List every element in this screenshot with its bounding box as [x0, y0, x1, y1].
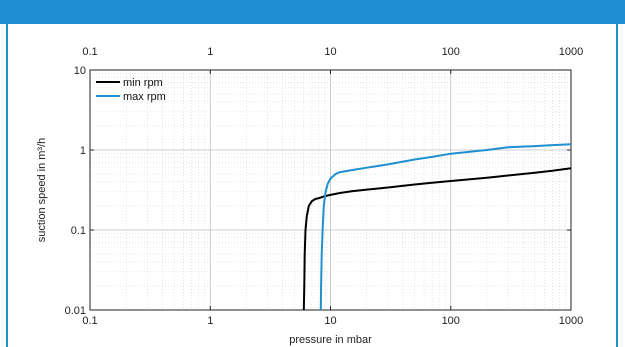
- x-tick-label: 0.1: [82, 315, 97, 327]
- legend-label: min rpm: [123, 77, 163, 89]
- x-axis-label: pressure in mbar: [289, 334, 372, 346]
- content-frame: [6, 24, 618, 347]
- legend: min rpm max rpm: [96, 77, 166, 103]
- y-tick-label: 1: [80, 145, 86, 157]
- x-tick-label: 100: [442, 315, 460, 327]
- header-bar: [0, 0, 625, 24]
- y-tick-label: 0.01: [65, 305, 86, 317]
- x-tick-label-top: 0.1: [82, 46, 97, 58]
- y-tick-label: 0.1: [71, 225, 86, 237]
- y-axis-label: suction speed in m³/h: [36, 138, 48, 243]
- x-tick-label-top: 1000: [559, 46, 583, 58]
- series-line-min-rpm: [302, 167, 572, 311]
- x-tick-label-top: 100: [442, 46, 460, 58]
- grid-lines: [90, 70, 571, 310]
- series-line-max-rpm: [319, 143, 572, 311]
- x-tick-label: 1000: [559, 315, 583, 327]
- x-tick-label: 10: [324, 315, 336, 327]
- y-tick-label: 10: [74, 65, 86, 77]
- x-tick-label-top: 1: [207, 46, 213, 58]
- legend-label: max rpm: [123, 91, 166, 103]
- x-tick-label: 1: [207, 315, 213, 327]
- series-lines: [302, 143, 572, 311]
- x-tick-label-top: 10: [324, 46, 336, 58]
